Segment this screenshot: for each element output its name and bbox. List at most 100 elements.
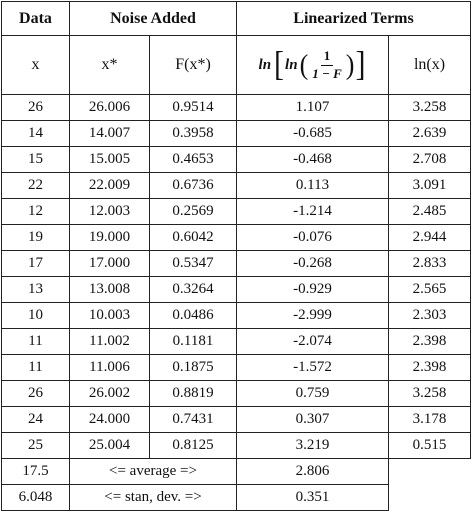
cell-lnln: -2.074: [236, 328, 389, 355]
cell-lnx: 3.178: [388, 406, 471, 433]
column-header-x: x: [1, 35, 70, 95]
cell-lnx: 2.944: [388, 224, 471, 251]
cell-fx: 0.5347: [149, 250, 237, 277]
cell-lnx: 0.515: [388, 432, 471, 459]
cell-x: 26: [1, 94, 70, 121]
table-row: 22 22.009 0.6736 0.113 3.091: [1, 172, 471, 199]
cell-fx: 0.3958: [149, 120, 237, 147]
summary-row-average: 17.5 <= average => 2.806: [1, 458, 471, 485]
cell-x: 26: [1, 380, 70, 407]
summary-row-std-dev: 6.048 <= stan, dev. => 0.351: [1, 484, 471, 511]
cell-fx: 0.8125: [149, 432, 237, 459]
cell-lnln: 3.219: [236, 432, 389, 459]
cell-xstar: 11.006: [69, 354, 150, 381]
cell-xstar: 17.000: [69, 250, 150, 277]
table-row: 19 19.000 0.6042 -0.076 2.944: [1, 224, 471, 251]
cell-fx: 0.6042: [149, 224, 237, 251]
cell-lnx: 2.398: [388, 328, 471, 355]
column-header-fx: F(x*): [149, 35, 237, 95]
blank-cell: [388, 484, 471, 511]
cell-x: 11: [1, 354, 70, 381]
cell-x: 12: [1, 198, 70, 225]
right-paren-glyph: ): [345, 48, 355, 81]
table-row: 14 14.007 0.3958 -0.685 2.639: [1, 120, 471, 147]
cell-x: 17: [1, 250, 70, 277]
cell-lnln: -1.214: [236, 198, 389, 225]
cell-lnx: 2.398: [388, 354, 471, 381]
cell-x: 14: [1, 120, 70, 147]
average-result: 2.806: [236, 458, 389, 485]
cell-fx: 0.1875: [149, 354, 237, 381]
cell-xstar: 25.004: [69, 432, 150, 459]
std-dev-label: <= stan, dev. =>: [69, 484, 237, 511]
average-value: 17.5: [1, 458, 70, 485]
cell-fx: 0.2569: [149, 198, 237, 225]
header-noise-added: Noise Added: [69, 1, 237, 36]
formula-ln-inner: ln: [285, 56, 298, 73]
cell-x: 10: [1, 302, 70, 329]
cell-lnln: -0.268: [236, 250, 389, 277]
cell-xstar: 24.000: [69, 406, 150, 433]
cell-xstar: 19.000: [69, 224, 150, 251]
column-header-row: x x* F(x*) ln [ ln ( 1 1 − F ) ]: [1, 35, 471, 95]
cell-fx: 0.9514: [149, 94, 237, 121]
table-row: 24 24.000 0.7431 0.307 3.178: [1, 406, 471, 433]
cell-x: 25: [1, 432, 70, 459]
column-header-lnln-formula: ln [ ln ( 1 1 − F ) ]: [236, 35, 389, 95]
cell-x: 13: [1, 276, 70, 303]
cell-lnx: 2.833: [388, 250, 471, 277]
right-bracket-glyph: ]: [355, 45, 366, 84]
left-paren-glyph: (: [299, 48, 309, 81]
cell-lnln: -0.076: [236, 224, 389, 251]
lnln-formula: ln [ ln ( 1 1 − F ) ]: [258, 45, 367, 84]
table-row: 26 26.006 0.9514 1.107 3.258: [1, 94, 471, 121]
table-row: 15 15.005 0.4653 -0.468 2.708: [1, 146, 471, 173]
cell-xstar: 11.002: [69, 328, 150, 355]
table-row: 10 10.003 0.0486 -2.999 2.303: [1, 302, 471, 329]
cell-lnx: 2.485: [388, 198, 471, 225]
table-row: 11 11.006 0.1875 -1.572 2.398: [1, 354, 471, 381]
cell-lnx: 2.639: [388, 120, 471, 147]
cell-lnln: 1.107: [236, 94, 389, 121]
group-header-row: Data Noise Added Linearized Terms: [1, 1, 471, 36]
cell-lnln: 0.113: [236, 172, 389, 199]
std-dev-result: 0.351: [236, 484, 389, 511]
cell-xstar: 26.006: [69, 94, 150, 121]
cell-fx: 0.4653: [149, 146, 237, 173]
cell-lnln: -1.572: [236, 354, 389, 381]
std-dev-value: 6.048: [1, 484, 70, 511]
cell-x: 19: [1, 224, 70, 251]
cell-fx: 0.3264: [149, 276, 237, 303]
cell-lnln: -0.929: [236, 276, 389, 303]
cell-xstar: 15.005: [69, 146, 150, 173]
table-body: 26 26.006 0.9514 1.107 3.258 14 14.007 0…: [1, 94, 471, 511]
formula-ln-outer: ln: [258, 56, 272, 73]
cell-xstar: 12.003: [69, 198, 150, 225]
cell-lnx: 3.091: [388, 172, 471, 199]
cell-xstar: 26.002: [69, 380, 150, 407]
formula-denominator: 1 − F: [312, 65, 342, 81]
cell-x: 24: [1, 406, 70, 433]
cell-lnx: 2.565: [388, 276, 471, 303]
left-bracket-glyph: [: [274, 45, 285, 84]
blank-cell: [388, 458, 471, 485]
cell-lnx: 3.258: [388, 94, 471, 121]
table-row: 26 26.002 0.8819 0.759 3.258: [1, 380, 471, 407]
cell-lnx: 2.303: [388, 302, 471, 329]
cell-x: 15: [1, 146, 70, 173]
formula-fraction: 1 1 − F: [309, 48, 345, 81]
cell-lnln: -0.685: [236, 120, 389, 147]
table-row: 13 13.008 0.3264 -0.929 2.565: [1, 276, 471, 303]
cell-lnln: 0.759: [236, 380, 389, 407]
cell-xstar: 10.003: [69, 302, 150, 329]
cell-x: 22: [1, 172, 70, 199]
table-row: 25 25.004 0.8125 3.219 0.515: [1, 432, 471, 459]
average-label: <= average =>: [69, 458, 237, 485]
cell-fx: 0.0486: [149, 302, 237, 329]
cell-xstar: 22.009: [69, 172, 150, 199]
cell-fx: 0.1181: [149, 328, 237, 355]
cell-lnx: 3.258: [388, 380, 471, 407]
cell-fx: 0.8819: [149, 380, 237, 407]
